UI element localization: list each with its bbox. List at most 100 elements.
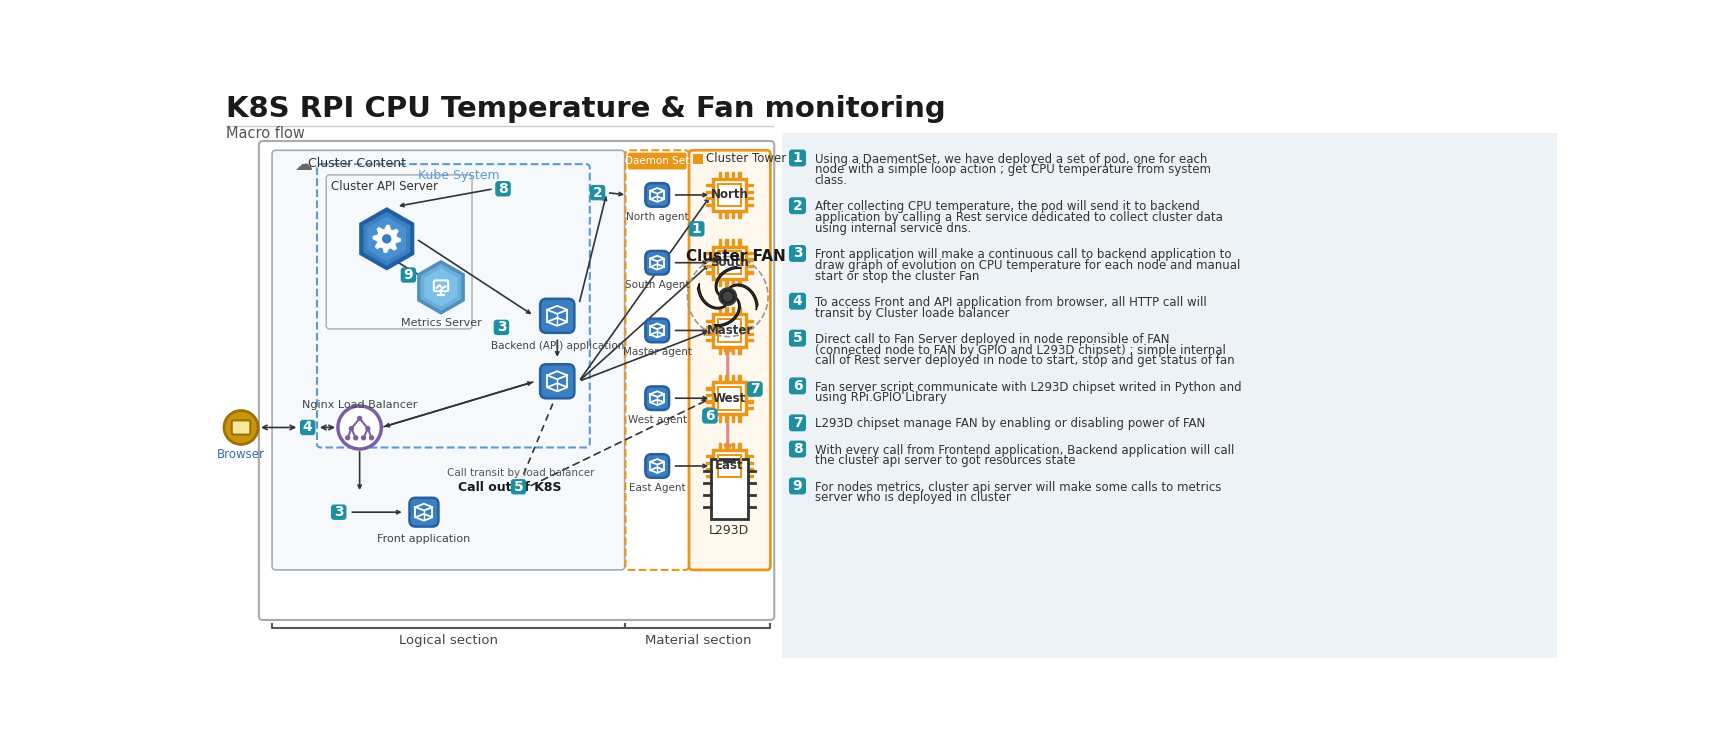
FancyBboxPatch shape <box>645 251 670 274</box>
Bar <box>718 375 721 382</box>
FancyBboxPatch shape <box>713 382 746 415</box>
Bar <box>706 474 713 477</box>
Text: Cluster API Server: Cluster API Server <box>330 180 438 194</box>
Circle shape <box>223 411 258 444</box>
Text: Master: Master <box>706 324 753 337</box>
Bar <box>746 401 753 403</box>
Circle shape <box>367 426 370 431</box>
Text: Kube System: Kube System <box>419 168 500 182</box>
Text: 2: 2 <box>593 185 602 200</box>
Bar <box>718 443 721 450</box>
Bar <box>746 468 753 470</box>
Bar <box>706 259 713 261</box>
Bar <box>725 171 728 179</box>
Polygon shape <box>728 284 758 310</box>
Bar <box>718 279 721 286</box>
FancyBboxPatch shape <box>694 154 702 164</box>
FancyBboxPatch shape <box>628 152 687 169</box>
Bar <box>706 339 713 341</box>
Bar <box>746 462 753 464</box>
Text: 3: 3 <box>334 505 344 520</box>
Bar <box>706 406 713 409</box>
Bar <box>746 271 753 273</box>
Text: Metrics Server: Metrics Server <box>401 319 481 328</box>
Text: 2: 2 <box>792 199 803 213</box>
Bar <box>746 265 753 267</box>
FancyBboxPatch shape <box>713 247 746 279</box>
Text: South: South <box>711 256 749 269</box>
FancyBboxPatch shape <box>410 498 438 527</box>
Bar <box>746 203 753 205</box>
Text: West agent: West agent <box>628 415 687 425</box>
Bar <box>732 171 734 179</box>
Text: Cluster Tower: Cluster Tower <box>706 152 787 166</box>
Bar <box>706 252 713 254</box>
Text: 1: 1 <box>692 222 702 236</box>
Bar <box>706 203 713 205</box>
Bar <box>746 326 753 328</box>
Bar <box>725 415 728 421</box>
Circle shape <box>349 426 353 431</box>
Text: For nodes metrics, cluster api server will make some calls to metrics: For nodes metrics, cluster api server wi… <box>815 480 1221 494</box>
Text: 5: 5 <box>792 331 803 345</box>
Text: L293D: L293D <box>709 525 749 537</box>
Bar <box>746 387 753 389</box>
Bar <box>718 307 721 314</box>
Text: East Agent: East Agent <box>630 483 685 493</box>
Bar <box>725 279 728 286</box>
Bar <box>746 339 753 341</box>
Text: start or stop the cluster Fan: start or stop the cluster Fan <box>815 270 979 282</box>
FancyBboxPatch shape <box>645 183 670 207</box>
Bar <box>706 265 713 267</box>
FancyBboxPatch shape <box>747 381 763 397</box>
FancyBboxPatch shape <box>789 330 806 347</box>
FancyBboxPatch shape <box>689 150 770 570</box>
FancyBboxPatch shape <box>789 149 806 166</box>
Text: 5: 5 <box>514 480 524 494</box>
Text: K8S RPI CPU Temperature & Fan monitoring: K8S RPI CPU Temperature & Fan monitoring <box>225 95 945 123</box>
Circle shape <box>381 234 393 244</box>
Polygon shape <box>714 296 740 327</box>
Bar <box>739 347 740 354</box>
Text: Material section: Material section <box>645 634 751 647</box>
Bar <box>739 307 740 314</box>
Bar <box>706 197 713 200</box>
Bar <box>711 459 747 519</box>
Bar <box>725 443 728 450</box>
Bar <box>739 239 740 247</box>
Polygon shape <box>362 210 412 268</box>
Bar <box>746 333 753 335</box>
Text: Daemon Set: Daemon Set <box>625 156 689 166</box>
Bar <box>718 347 721 354</box>
Text: Front application will make a continuous call to backend application to: Front application will make a continuous… <box>815 248 1232 261</box>
Text: Cluster Content: Cluster Content <box>308 157 407 170</box>
Text: transit by Cluster loade balancer: transit by Cluster loade balancer <box>815 307 1009 319</box>
Bar <box>718 415 721 421</box>
Bar <box>739 279 740 286</box>
Text: 6: 6 <box>706 409 714 423</box>
Text: using internal service dns.: using internal service dns. <box>815 222 971 235</box>
Text: Call transit by load balancer: Call transit by load balancer <box>446 469 595 478</box>
Text: 9: 9 <box>792 479 803 493</box>
FancyBboxPatch shape <box>645 454 670 477</box>
Text: Nginx Load Balancer: Nginx Load Balancer <box>303 400 417 409</box>
Circle shape <box>362 436 365 440</box>
Bar <box>739 482 740 489</box>
Bar <box>746 474 753 477</box>
Bar <box>706 333 713 335</box>
Bar <box>746 252 753 254</box>
Circle shape <box>358 417 362 420</box>
FancyBboxPatch shape <box>789 245 806 262</box>
Bar <box>732 482 734 489</box>
Text: Using a DaementSet, we have deployed a set of pod, one for each: Using a DaementSet, we have deployed a s… <box>815 152 1208 166</box>
Bar <box>706 184 713 186</box>
Circle shape <box>353 436 358 440</box>
FancyBboxPatch shape <box>540 364 574 398</box>
FancyBboxPatch shape <box>789 197 806 214</box>
FancyBboxPatch shape <box>645 386 670 410</box>
Bar <box>732 443 734 450</box>
Text: class.: class. <box>815 174 848 187</box>
Bar <box>718 239 721 247</box>
Text: 3: 3 <box>792 247 803 260</box>
Text: 9: 9 <box>403 268 413 282</box>
